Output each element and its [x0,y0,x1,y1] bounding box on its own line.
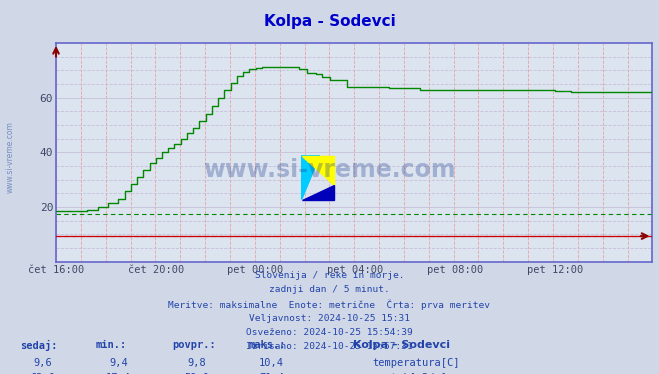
Text: 9,8: 9,8 [187,358,206,368]
Polygon shape [302,156,320,199]
Text: Osveženo: 2024-10-25 15:54:39: Osveženo: 2024-10-25 15:54:39 [246,328,413,337]
Text: Kolpa - Sodevci: Kolpa - Sodevci [264,14,395,29]
Polygon shape [302,156,334,185]
Text: 9,4: 9,4 [109,358,128,368]
Text: 59,0: 59,0 [184,373,209,374]
Text: 10,4: 10,4 [259,358,284,368]
Text: sedaj:: sedaj: [20,340,57,350]
Text: Slovenija / reke in morje.: Slovenija / reke in morje. [255,271,404,280]
Text: temperatura[C]: temperatura[C] [372,358,460,368]
Text: Meritve: maksimalne  Enote: metrične  Črta: prva meritev: Meritve: maksimalne Enote: metrične Črta… [169,300,490,310]
Text: www.si-vreme.com: www.si-vreme.com [203,158,456,182]
Text: www.si-vreme.com: www.si-vreme.com [5,121,14,193]
Text: Izrisano: 2024-10-25 15:57:31: Izrisano: 2024-10-25 15:57:31 [246,342,413,351]
Text: 17,4: 17,4 [106,373,131,374]
Polygon shape [302,185,334,199]
Text: Kolpa – Sodevci: Kolpa – Sodevci [353,340,449,350]
Text: 62,0: 62,0 [30,373,55,374]
Text: maks.:: maks.: [249,340,287,350]
Text: pretok[m3/s]: pretok[m3/s] [372,373,447,374]
Text: min.:: min.: [96,340,127,350]
Text: zadnji dan / 5 minut.: zadnji dan / 5 minut. [269,285,390,294]
Text: 71,4: 71,4 [259,373,284,374]
Text: Veljavnost: 2024-10-25 15:31: Veljavnost: 2024-10-25 15:31 [249,314,410,323]
Text: 9,6: 9,6 [34,358,52,368]
Text: povpr.:: povpr.: [173,340,216,350]
